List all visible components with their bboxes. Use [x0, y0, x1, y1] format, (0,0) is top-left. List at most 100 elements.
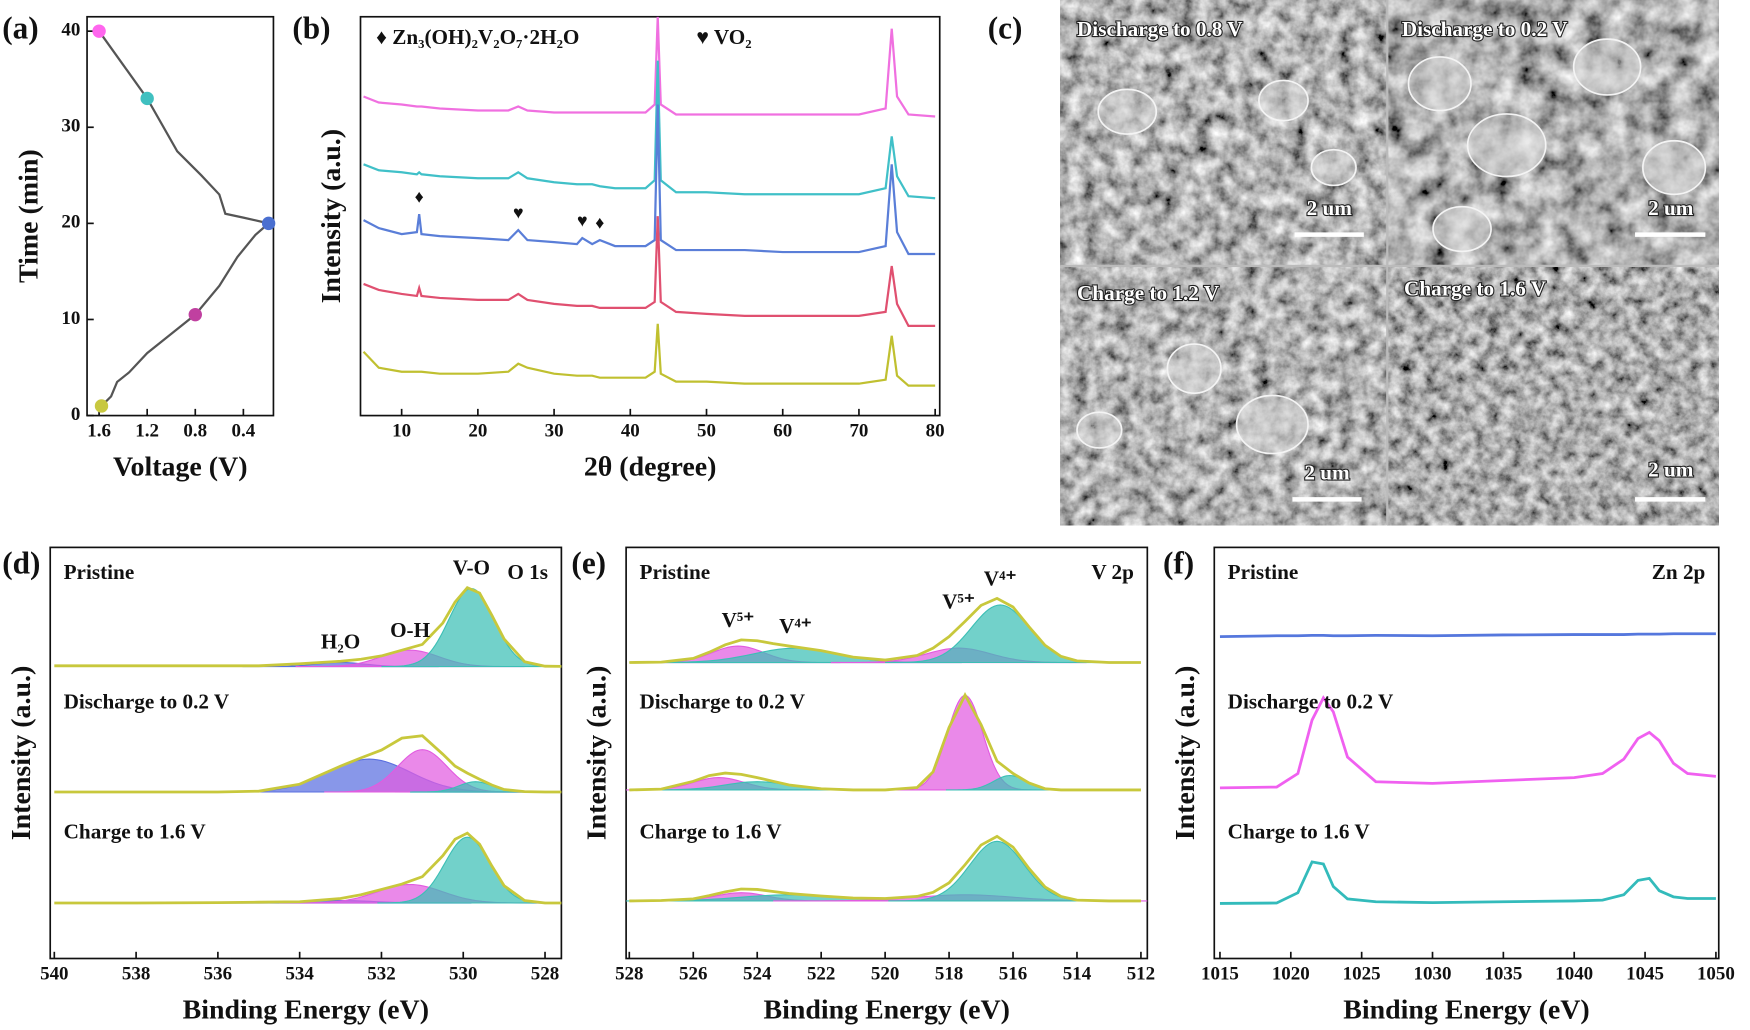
sem-image: [1060, 0, 1388, 266]
panel-label: (d): [2, 546, 40, 581]
spectrum-line: [1219, 695, 1717, 790]
x-tick-label: 10: [392, 421, 411, 442]
y-axis-title: Time (min): [14, 149, 45, 283]
y-tick-label: 20: [61, 212, 80, 233]
x-tick-label: 40: [621, 421, 640, 442]
chart-panel: (e) 528 526 524 522 520 518 516 514 512 Binding En…: [571, 546, 1155, 1026]
x-tick-label: 80: [926, 421, 945, 442]
spectrum-name: Charge to 1.6 V: [640, 819, 783, 843]
x-tick-label: 540: [40, 964, 68, 985]
spectrum-name: Discharge to 0.2 V: [1228, 690, 1394, 714]
peak-marker: ♥: [513, 203, 524, 223]
x-tick-label: 1025: [1343, 964, 1381, 985]
spectrum-name: Discharge to 0.2 V: [640, 690, 806, 714]
y-axis-title: Intensity (a.u.): [316, 129, 347, 304]
y-axis-title: Intensity (a.u.): [6, 666, 37, 841]
x-tick-label: 0.8: [183, 421, 207, 442]
spectrum-line: [54, 734, 562, 794]
data-line: [363, 60, 936, 200]
data-point: [188, 307, 202, 322]
panel-label: (c): [988, 10, 1023, 45]
x-tick-label: 532: [367, 964, 395, 985]
legend-item: ♥ VO₂: [696, 25, 751, 49]
spectrum-line: [54, 831, 562, 905]
crystal: [1466, 113, 1547, 178]
x-tick-label: 526: [679, 964, 707, 985]
core-level-label: Zn 2p: [1652, 560, 1706, 584]
panel-label: (a): [2, 10, 38, 45]
chart-panel: (f) 1015 1020 1025 1030 1035 1040 1045 1050 Bindi…: [1163, 546, 1735, 1026]
peak-marker: ♦: [595, 213, 604, 233]
x-tick-label: 0.4: [232, 421, 256, 442]
crystal: [1572, 38, 1642, 96]
x-tick-label: 530: [449, 964, 477, 985]
x-tick-label: 512: [1127, 964, 1155, 985]
x-tick-label: 528: [615, 964, 643, 985]
image-caption: Charge to 1.2 V: [1077, 281, 1220, 305]
y-axis-title: Intensity (a.u.): [1170, 666, 1201, 841]
image-caption: Discharge to 0.8 V: [1077, 17, 1243, 41]
x-tick-label: 1045: [1626, 964, 1664, 985]
x-axis-title: Binding Energy (eV): [183, 995, 429, 1026]
panel-label: (e): [571, 546, 606, 581]
x-tick-label: 1.2: [135, 421, 159, 442]
x-tick-label: 538: [122, 964, 150, 985]
image-caption: Discharge to 0.2 V: [1402, 17, 1568, 41]
data-line: [363, 104, 936, 256]
x-tick-label: 50: [697, 421, 716, 442]
spectrum-name: Discharge to 0.2 V: [64, 690, 230, 714]
y-tick-label: 0: [71, 404, 80, 425]
x-tick-label: 1020: [1272, 964, 1310, 985]
crystal: [1432, 205, 1492, 253]
core-level-label: O 1s: [507, 560, 548, 584]
x-tick-label: 20: [468, 421, 487, 442]
x-tick-label: 70: [849, 421, 868, 442]
peak-marker: ♦: [415, 187, 424, 207]
y-tick-label: 10: [61, 308, 80, 329]
spectrum-name: Charge to 1.6 V: [1228, 819, 1371, 843]
spectrum-line: [54, 585, 562, 668]
x-tick-label: 524: [743, 964, 772, 985]
x-tick-label: 514: [1063, 964, 1092, 985]
plot-frame: [1213, 546, 1720, 960]
core-level-label: V 2p: [1091, 560, 1134, 584]
crystal: [1407, 56, 1472, 112]
x-tick-label: 534: [285, 964, 314, 985]
data-line: [362, 323, 936, 387]
spectrum-name: Charge to 1.6 V: [64, 819, 207, 843]
scale-label: 2 um: [1304, 461, 1350, 485]
x-tick-label: 518: [935, 964, 963, 985]
x-tick-label: 536: [204, 964, 232, 985]
peak-label: H₂O: [321, 629, 360, 653]
data-point: [140, 91, 154, 106]
x-tick-label: 60: [773, 421, 792, 442]
y-tick-label: 30: [61, 116, 80, 137]
panel-label: (f): [1163, 546, 1194, 581]
x-tick-label: 528: [531, 964, 559, 985]
data-point: [92, 24, 106, 38]
spectrum-name: Pristine: [64, 560, 135, 584]
plot-frame: [49, 546, 563, 960]
scale-label: 2 um: [1307, 196, 1353, 220]
sem-crystals: [1076, 38, 1707, 455]
data-point: [261, 216, 276, 231]
spectrum-line: [629, 834, 1141, 903]
x-axis-title: Binding Energy (eV): [764, 995, 1010, 1026]
spectrum-line: [1219, 860, 1716, 905]
x-axis-title: Voltage (V): [113, 452, 248, 483]
chart-panel: (a) 1.6 1.2 0.8 0.4 0 10 20 30 40 Voltage (V) Time …: [2, 10, 276, 483]
x-tick-label: 1015: [1201, 964, 1239, 985]
x-tick-label: 30: [545, 421, 564, 442]
crystal: [1076, 411, 1123, 449]
spectrum-line: [629, 596, 1141, 664]
spectrum-line: [629, 691, 1141, 792]
x-tick-label: 1040: [1555, 964, 1593, 985]
y-tick-label: 40: [61, 20, 80, 41]
x-tick-label: 1.6: [87, 421, 111, 442]
data-line: [363, 216, 936, 327]
x-tick-label: 1050: [1697, 964, 1735, 985]
peak-label: O-H: [390, 618, 431, 642]
data-point: [94, 399, 109, 413]
crystal: [1310, 148, 1357, 187]
